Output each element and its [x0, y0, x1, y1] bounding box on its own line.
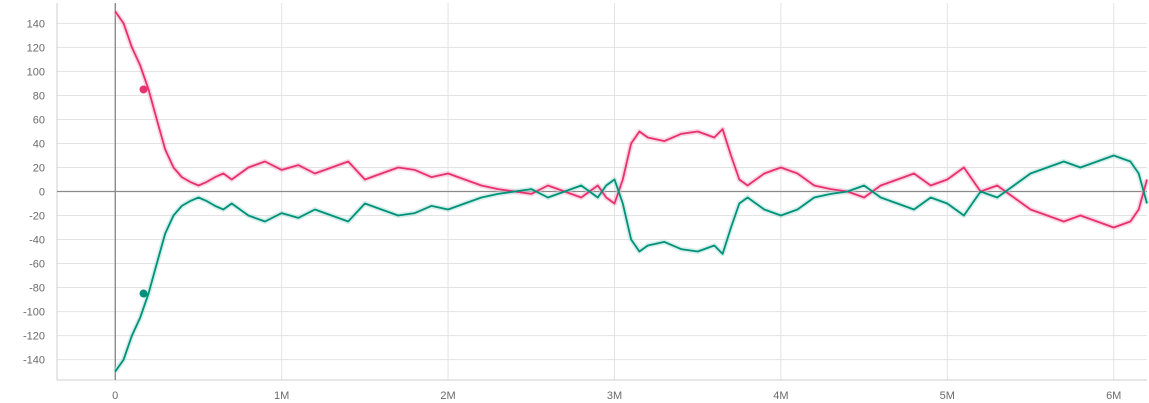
- y-tick-label: 0: [39, 187, 45, 199]
- y-tick-label: -40: [29, 235, 45, 247]
- series-marker: [139, 85, 148, 94]
- y-tick-label: 120: [27, 42, 45, 54]
- series-line: [114, 10, 1148, 229]
- x-tick-label: 1M: [274, 390, 289, 402]
- y-axis-tick-labels: 140 120 100 80 60 40 20 0 -20 -40 -60 -80 -100 -120 -1…: [23, 18, 45, 366]
- x-tick-label: 2M: [440, 390, 455, 402]
- y-tick-label: -80: [29, 283, 45, 295]
- x-tick-label: 5M: [940, 390, 955, 402]
- y-tick-label: 80: [33, 90, 45, 102]
- x-tick-label: 6M: [1106, 390, 1121, 402]
- x-tick-label: 3M: [607, 390, 622, 402]
- y-tick-label: -20: [29, 211, 45, 223]
- y-tick-label: 40: [33, 138, 45, 150]
- series-marker: [139, 289, 148, 298]
- y-tick-label: -60: [29, 259, 45, 271]
- marker-layer: [139, 85, 148, 298]
- y-tick-label: -120: [23, 331, 45, 343]
- y-tick-label: 100: [27, 66, 45, 78]
- x-tick-label: 0: [112, 390, 118, 402]
- series-layer: [114, 10, 1148, 373]
- y-tick-label: 140: [27, 18, 45, 30]
- y-tick-label: 20: [33, 162, 45, 174]
- y-tick-label: -140: [23, 355, 45, 367]
- x-axis-tick-labels: 0 1M 2M 3M 4M 5M 6M: [112, 390, 1121, 402]
- series-line: [114, 154, 1148, 373]
- y-tick-label: 60: [33, 114, 45, 126]
- y-tick-label: -100: [23, 307, 45, 319]
- x-tick-label: 4M: [773, 390, 788, 402]
